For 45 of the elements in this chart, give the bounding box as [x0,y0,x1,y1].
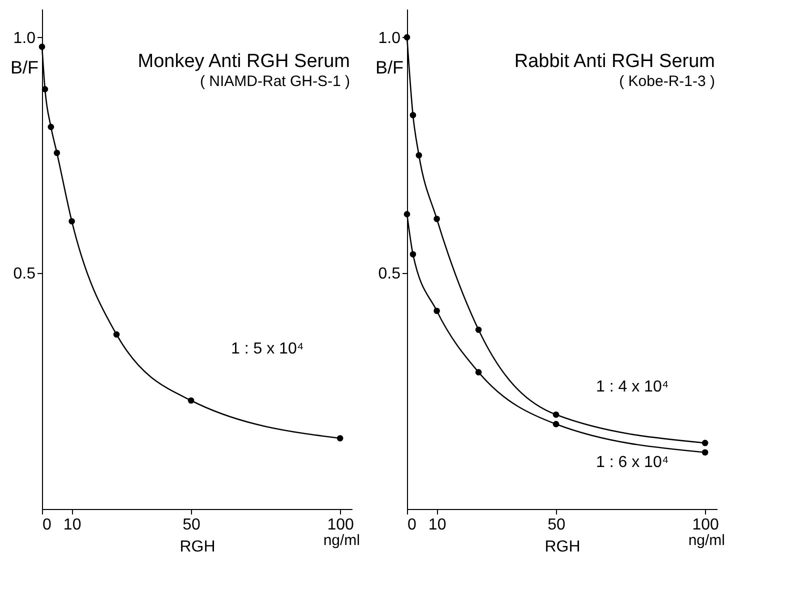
x-tick-label: 10 [428,516,446,534]
x-tick-label: 10 [63,516,82,534]
point [475,326,482,333]
x-tick-label: 0 [42,516,52,534]
text: ng/ml [688,532,725,549]
point [552,420,560,428]
y-axis-title: B/F [375,58,404,78]
x-axis-title: RGH [544,538,580,556]
text: ng/ml [323,532,360,549]
point [434,308,440,314]
x-tick-label: 100 [692,516,720,534]
point [113,331,120,338]
point [416,152,422,158]
point [434,216,440,222]
point [404,211,410,218]
point [188,397,194,404]
text: ( NIAMD-Rat GH-S-1 ) [200,73,350,90]
point [410,112,416,118]
y-axis-title: B/F [10,58,38,78]
y-tick-label: 0.5 [378,266,401,283]
y-tick-label: 0.5 [13,266,36,283]
point [702,440,708,446]
text: Rabbit Anti RGH Serum [514,51,715,72]
point [475,369,482,376]
y-tick-label: 1.0 [13,30,36,47]
point [410,251,416,258]
text: Monkey Anti RGH Serum [138,51,350,72]
point [552,412,560,418]
text: ( Kobe-R-1-3 ) [619,73,716,90]
x-tick-label: 100 [327,516,354,534]
series-label: 1 : 6 x 10⁴ [596,454,669,472]
point [68,218,75,224]
point [336,435,344,442]
x-tick-label: 0 [408,516,416,534]
point [42,86,48,92]
point [38,44,46,50]
point [54,150,60,156]
text: 1 : 5 x 10⁴ [231,340,304,358]
x-axis-title: RGH [180,538,216,556]
point [48,124,54,130]
x-tick-label: 50 [182,516,201,534]
series-label: 1 : 4 x 10⁴ [596,378,669,396]
point [702,449,708,456]
y-tick-label: 1.0 [378,30,401,47]
x-tick-label: 50 [548,516,566,534]
